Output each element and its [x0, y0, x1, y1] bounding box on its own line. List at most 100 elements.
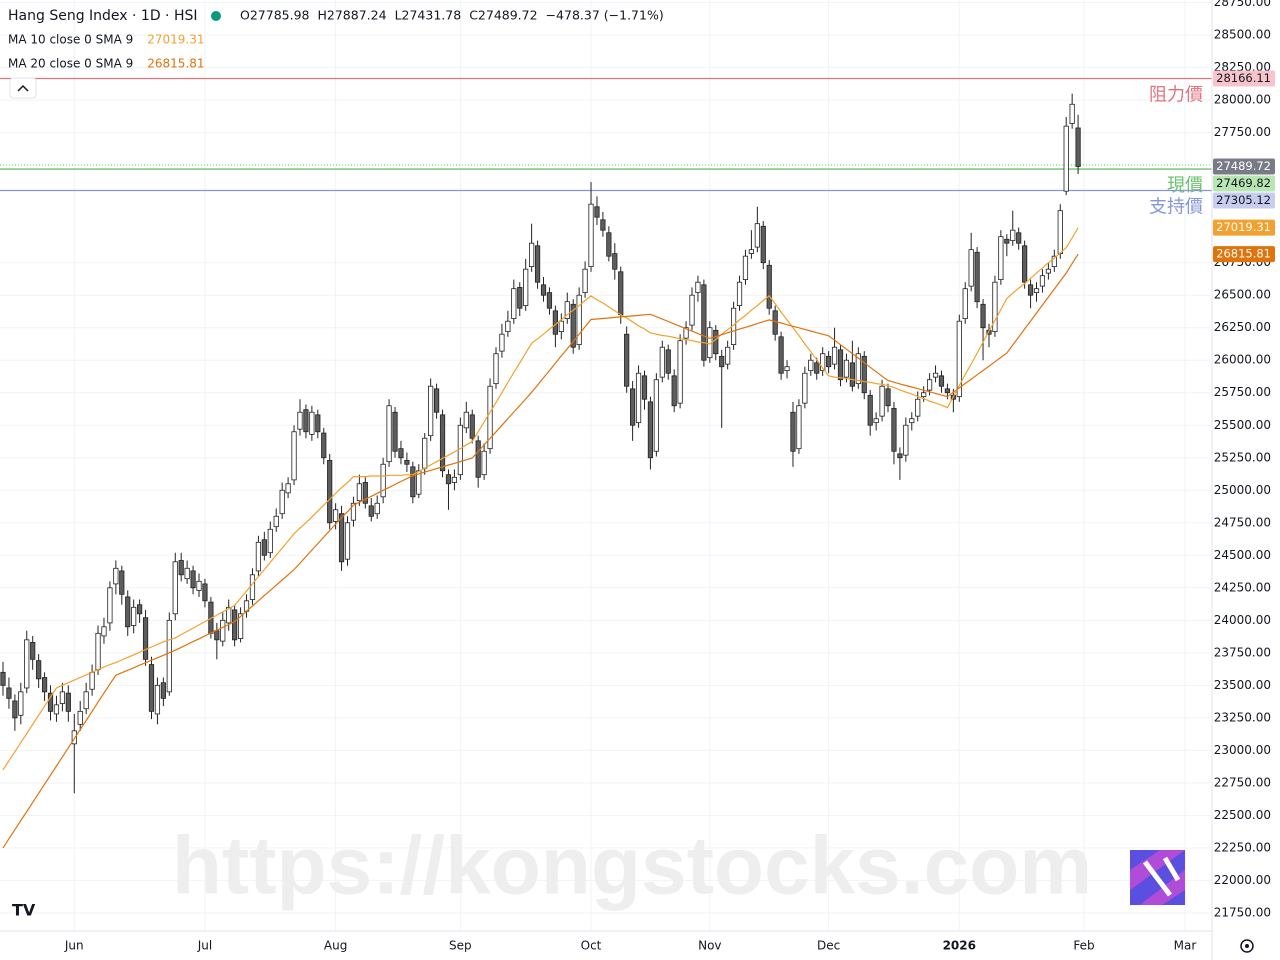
candle-body [184, 567, 190, 580]
candle-body [974, 251, 980, 303]
candle-body [380, 463, 386, 498]
legend: Hang Seng Index · 1D · HSI O 27785.98 H 278… [8, 8, 664, 71]
candle-body [576, 294, 582, 346]
y-tick-label: 24500.00 [1214, 548, 1271, 562]
candle-body [802, 372, 808, 404]
candle-body [65, 692, 71, 712]
candle-body [303, 409, 309, 433]
candle-body [439, 414, 446, 472]
candle-body [279, 489, 285, 515]
legend-name: MA 20 close 0 SMA 9 [8, 57, 133, 71]
candle-body [665, 349, 671, 374]
ohlc-value: 27431.78 [402, 8, 462, 23]
candle-body [36, 660, 42, 680]
y-tick-label: 23250.00 [1214, 710, 1271, 724]
candle-body [190, 570, 196, 589]
y-tick-label: 26500.00 [1214, 288, 1271, 302]
candle-body [481, 450, 487, 476]
candle-body [641, 375, 648, 400]
price-tag-label: 27019.31 [1216, 220, 1271, 234]
candle-body [784, 366, 790, 372]
candle-body [1010, 229, 1016, 241]
y-tick-label: 28500.00 [1214, 28, 1271, 42]
candle-body [178, 560, 184, 576]
candle-body [540, 284, 547, 296]
candle-body [624, 333, 630, 387]
candle-body [12, 700, 18, 719]
candle-body [237, 613, 244, 639]
candle-body [843, 359, 850, 378]
ma-line [2, 227, 1079, 771]
price-tag-label: 26815.81 [1216, 247, 1271, 261]
candle-body [95, 632, 101, 671]
candle-body [392, 411, 398, 452]
candle-body [903, 424, 909, 456]
candle-body [309, 411, 315, 435]
collapse-icon [17, 84, 29, 92]
candle-body [820, 353, 826, 372]
price-tag [1213, 158, 1275, 175]
candle-body [475, 440, 481, 478]
candle-body [89, 671, 95, 690]
candle-body [766, 264, 772, 309]
candle-body [232, 609, 238, 641]
candle-body [511, 288, 517, 320]
candle-body [867, 394, 873, 426]
candle-body [1063, 125, 1069, 192]
candle-body [285, 483, 291, 494]
x-tick-label: Aug [324, 939, 347, 953]
candle-body [137, 604, 143, 615]
candle-body [879, 385, 885, 417]
candle-body [956, 320, 962, 398]
candle-body [915, 398, 921, 417]
price-tag [1213, 246, 1275, 263]
y-tick-label: 25250.00 [1214, 450, 1271, 464]
candle-body [754, 223, 760, 248]
collapse-button[interactable] [9, 77, 37, 99]
candle-body [790, 411, 796, 452]
market-status-dot [211, 11, 221, 21]
candle-body [398, 448, 404, 459]
candle-body [18, 691, 24, 716]
candle-body [689, 294, 695, 326]
candle-body [422, 437, 428, 469]
price-tag [1213, 192, 1275, 209]
ohlc-key: C [469, 8, 478, 23]
level-label: 支持價 [1149, 197, 1203, 218]
settings-icon-center [1245, 944, 1249, 948]
candle-body [1069, 103, 1075, 124]
candle-body [226, 606, 232, 624]
candle-body [255, 541, 262, 572]
candle-body [701, 284, 707, 361]
x-tick-label: Nov [698, 939, 721, 953]
candle-body [6, 687, 12, 699]
collapse-button-box[interactable] [9, 77, 37, 99]
candle-body [647, 401, 654, 459]
candle-body [926, 379, 933, 391]
candle-body [748, 249, 755, 254]
candle-body [469, 414, 475, 439]
price-tag-label: 27469.82 [1216, 176, 1271, 190]
candle-body [725, 346, 731, 365]
candle-body [677, 340, 683, 404]
candle-body [962, 288, 968, 320]
candle-body [796, 405, 802, 450]
settings-icon[interactable] [1240, 939, 1254, 953]
candle-body [505, 320, 511, 333]
candle-body [338, 513, 345, 563]
candle-body [202, 583, 208, 602]
candle-body [148, 664, 155, 712]
level-label: 阻力價 [1149, 85, 1203, 106]
candle-body [998, 236, 1004, 280]
price-tag [1213, 175, 1275, 192]
y-tick-label: 22750.00 [1214, 775, 1271, 789]
candle-body [523, 268, 529, 307]
candle-body [808, 359, 814, 372]
y-tick-label: 24000.00 [1214, 613, 1271, 627]
candle-body [635, 372, 642, 424]
candle-body [653, 379, 659, 452]
settings-button[interactable] [1240, 939, 1254, 953]
